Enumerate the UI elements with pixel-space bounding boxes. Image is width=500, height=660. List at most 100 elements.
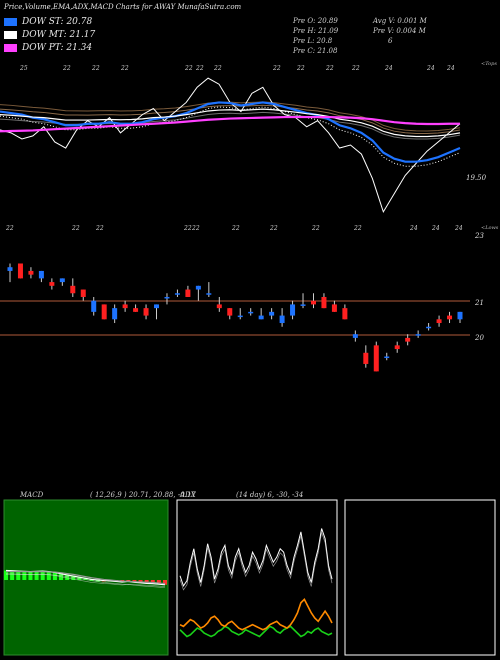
candle-body — [321, 296, 327, 309]
candle-body — [112, 308, 118, 320]
candle-body — [91, 300, 97, 312]
candle-body — [342, 308, 348, 320]
macd-histogram-bar — [52, 572, 57, 580]
candle-body — [80, 289, 86, 297]
ema-band-line — [0, 104, 461, 135]
candle-body — [38, 270, 44, 279]
legend-swatch-magenta — [4, 44, 17, 52]
candle-body — [227, 308, 233, 316]
macd-histogram-bar — [89, 579, 94, 581]
candle-body — [331, 304, 337, 312]
date-label-top: 24 — [384, 65, 393, 72]
legend-label: DOW ST: 20.78 — [22, 17, 93, 27]
date-label-top: 22 — [62, 65, 71, 72]
adx-series-line — [179, 598, 333, 631]
candle-body — [70, 285, 76, 294]
legend-swatch-white — [4, 31, 17, 39]
macd-histogram-bar — [126, 580, 131, 582]
candle-body — [185, 289, 191, 297]
date-label-bottom: 22 — [5, 225, 14, 232]
stats-left: Pre O: 20.89 Pre H: 21.09 Pre L: 20.8 Pr… — [293, 16, 338, 56]
candle-body — [154, 304, 160, 309]
ema-series-line — [0, 115, 460, 133]
candle-panel — [7, 263, 463, 372]
tops-tag: <Tops — [481, 61, 497, 67]
macd-histogram-bar — [4, 570, 8, 580]
candle-body — [394, 345, 400, 350]
macd-histogram-bar — [16, 571, 21, 580]
stats-right: Avg V: 0.001 M Pre V: 0.004 M 6 — [373, 16, 427, 46]
candle-body — [133, 308, 139, 312]
date-label-bottom: 24 — [454, 225, 463, 232]
candle-body — [373, 345, 379, 372]
date-label-bottom: 24 — [409, 225, 418, 232]
stat-high: Pre H: 21.09 — [293, 27, 339, 35]
date-label-bottom: 22 — [353, 225, 362, 232]
stat-close: Pre C: 21.08 — [293, 47, 338, 55]
stat-low: Pre L: 20.8 — [293, 37, 333, 45]
date-label-bottom: 24 — [431, 225, 440, 232]
stat-extra: 6 — [388, 37, 393, 45]
candle-body — [143, 308, 149, 316]
candle-body — [310, 300, 316, 305]
candle-body — [28, 270, 34, 275]
adx-series-line — [179, 625, 333, 638]
macd-histogram-bar — [156, 580, 161, 585]
candle-body — [122, 304, 128, 309]
macd-params: ( 12,26,9 ) 20.71, 20.88, -0.17 — [90, 491, 196, 499]
candle-body — [457, 311, 463, 320]
candle-body — [352, 334, 358, 338]
date-label-top: 24 — [446, 65, 455, 72]
date-label-top: 24 — [426, 65, 435, 72]
adx-chart — [179, 528, 333, 638]
stat-avg-vol: Avg V: 0.001 M — [373, 17, 427, 25]
stat-open: Pre O: 20.89 — [293, 17, 338, 25]
legend-swatch-blue — [4, 18, 17, 26]
date-label-bottom: 22 — [311, 225, 320, 232]
macd-histogram-bar — [28, 571, 33, 580]
macd-histogram-bar — [71, 576, 76, 580]
legend-label: DOW MT: 21.17 — [22, 30, 96, 40]
date-label-top: 22 — [195, 65, 204, 72]
candle-body — [237, 315, 243, 318]
candle-body — [405, 337, 411, 342]
ema-price-label: 19.50 — [466, 174, 487, 182]
candle-body — [174, 293, 180, 295]
price-axis-label: 20 — [474, 334, 484, 342]
legend-dow-pt: DOW PT: 21.34 — [4, 43, 92, 53]
candle-body — [415, 334, 421, 336]
macd-histogram-bar — [46, 571, 51, 580]
ema-series-line — [0, 101, 461, 163]
candle-body — [248, 311, 254, 314]
legend-dow-st: DOW ST: 20.78 — [4, 17, 92, 27]
adx-panel-bg — [176, 499, 338, 656]
ema-band-line — [0, 101, 461, 132]
candle-body — [300, 304, 306, 306]
candle-body — [7, 267, 13, 271]
candle-body — [269, 311, 275, 316]
price-axis-label: 21 — [474, 299, 484, 307]
candle-body — [164, 296, 170, 299]
candle-body — [195, 285, 201, 290]
candle-body — [363, 352, 369, 364]
date-label-bottom: 22 — [95, 225, 104, 232]
candle-body — [384, 356, 390, 359]
ema-series-line — [0, 108, 461, 138]
date-label-top: 22 — [120, 65, 129, 72]
candle-body — [59, 278, 65, 283]
legend-label: DOW PT: 21.34 — [22, 43, 93, 53]
adx-title: ADX — [180, 491, 196, 499]
lows-tag: <Lows — [481, 225, 499, 231]
candle-body — [101, 304, 107, 320]
date-label-top: 25 — [19, 65, 28, 72]
date-label-bottom: 22 — [191, 225, 200, 232]
date-label-top: 22 — [325, 65, 334, 72]
candle-body — [17, 263, 23, 279]
adx-params: (14 day) 6, -30, -34 — [236, 491, 304, 499]
candle-body — [447, 315, 453, 320]
macd-shadow-line — [6, 574, 166, 587]
macd-chart — [4, 569, 167, 589]
adx-shadow-line — [179, 532, 333, 591]
